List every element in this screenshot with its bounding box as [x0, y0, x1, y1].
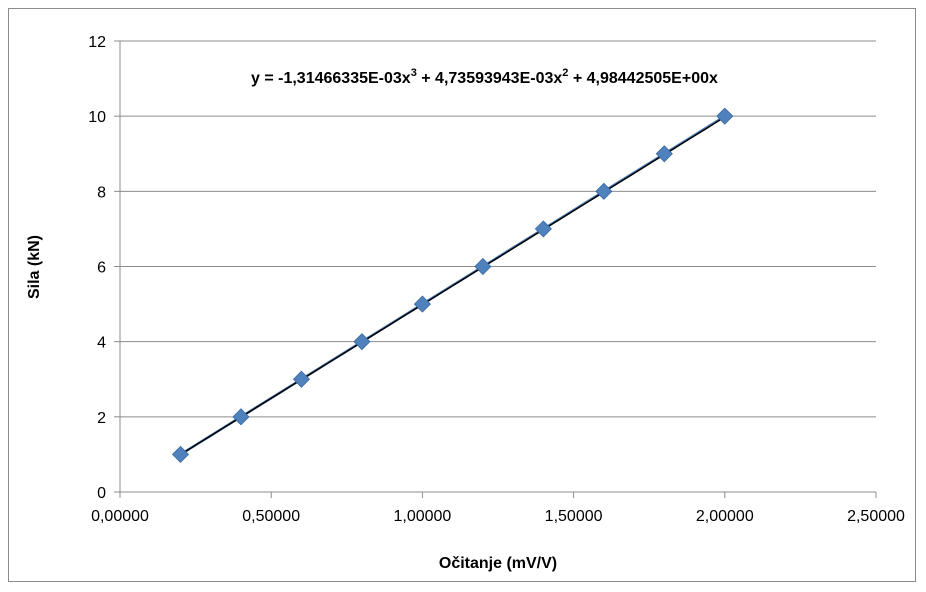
y-tick-label: 0 [97, 485, 106, 502]
x-tick-label: 2,00000 [696, 508, 754, 525]
trendline-path [180, 116, 726, 456]
data-point [232, 408, 250, 426]
y-tick-label: 8 [97, 184, 106, 201]
equation-part-3: + 4,98442505E+00x [568, 70, 718, 87]
chart-area: 0 2 4 6 8 10 12 0,00000 0,50000 1,00000 1,50000 2,0… [8, 8, 916, 582]
trendline-equation: y = -1,31466335E-03x3 + 4,73593943E-03x2… [251, 67, 718, 87]
chart-svg: 0 2 4 6 8 10 12 0,00000 0,50000 1,00000 1,50000 2,0… [26, 34, 905, 572]
data-point [595, 182, 613, 200]
gridlines [120, 40, 876, 418]
data-point [716, 107, 734, 125]
equation-part-1: y = -1,31466335E-03x [251, 70, 411, 87]
x-axis-title: Očitanje (mV/V) [439, 555, 557, 572]
data-point [655, 145, 673, 163]
x-tick-label: 0,50000 [242, 508, 300, 525]
y-axis-title: Sila (kN) [26, 235, 43, 299]
equation-part-2: + 4,73593943E-03x [417, 70, 563, 87]
data-point [171, 445, 190, 463]
y-tick-label: 12 [88, 34, 106, 51]
equation-sup-2: 2 [562, 67, 568, 79]
x-tick-label: 0,00000 [91, 508, 149, 525]
equation-sup-1: 3 [411, 67, 417, 79]
data-point [474, 257, 492, 276]
y-tick-label: 10 [88, 109, 106, 126]
y-tick-label: 6 [97, 260, 106, 277]
tick-labels: 0 2 4 6 8 10 12 0,00000 0,50000 1,00000 1,50000 2,0… [88, 34, 905, 525]
y-tick-label: 2 [97, 410, 106, 427]
axes [114, 40, 877, 498]
data-points [171, 107, 734, 463]
x-tick-label: 1,50000 [545, 508, 603, 525]
x-tick-label: 1,00000 [393, 508, 451, 525]
x-tick-label: 2,50000 [847, 508, 905, 525]
trendline [179, 115, 726, 456]
data-point [353, 333, 371, 351]
data-point [534, 220, 552, 238]
y-tick-label: 4 [97, 335, 106, 352]
data-point [292, 370, 311, 388]
data-point [413, 295, 431, 313]
